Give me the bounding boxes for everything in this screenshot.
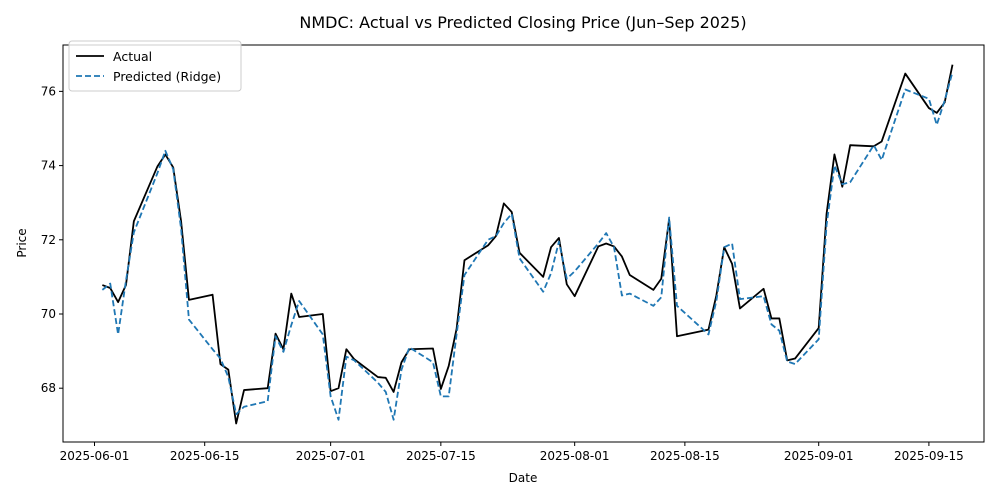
legend-label-actual: Actual (113, 49, 152, 64)
y-tick-label: 74 (41, 159, 56, 173)
chart-title: NMDC: Actual vs Predicted Closing Price … (299, 13, 746, 32)
x-tick-label: 2025-06-15 (170, 449, 240, 463)
x-tick-label: 2025-09-01 (784, 449, 854, 463)
x-tick-label: 2025-07-15 (406, 449, 476, 463)
plot-background (63, 45, 984, 442)
y-axis-label: Price (15, 228, 29, 257)
x-axis: 2025-06-01 2025-06-15 2025-07-01 2025-07-15… (60, 442, 964, 463)
x-tick-label: 2025-08-15 (650, 449, 720, 463)
x-tick-label: 2025-07-01 (296, 449, 366, 463)
legend-label-predicted: Predicted (Ridge) (113, 69, 221, 84)
legend: Actual Predicted (Ridge) (68, 40, 242, 92)
y-tick-label: 76 (41, 84, 56, 98)
y-tick-label: 68 (41, 381, 56, 395)
plot-frame (62, 44, 985, 443)
series-line-predicted (101, 71, 954, 421)
x-tick-label: 2025-06-01 (60, 449, 130, 463)
x-tick-label: 2025-09-15 (894, 449, 964, 463)
y-axis: 68 70 72 74 76 (41, 84, 63, 395)
y-tick-label: 70 (41, 307, 56, 321)
y-tick-label: 72 (41, 233, 56, 247)
x-tick-label: 2025-08-01 (540, 449, 610, 463)
plot-area (62, 44, 985, 443)
series-layer (101, 64, 954, 425)
x-axis-label: Date (509, 471, 538, 485)
legend-box (68, 40, 242, 92)
